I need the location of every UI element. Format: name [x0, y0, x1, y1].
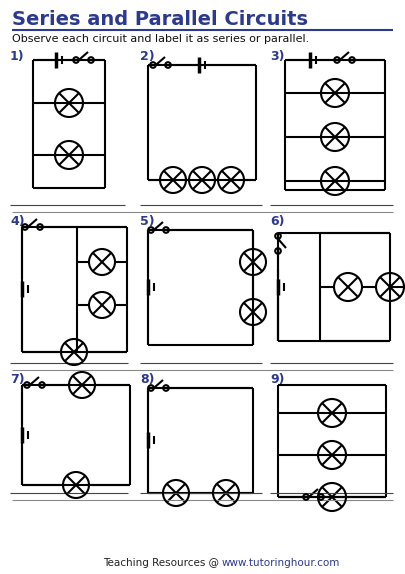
Text: Observe each circuit and label it as series or parallel.: Observe each circuit and label it as ser… — [12, 34, 309, 44]
Text: www.tutoringhour.com: www.tutoringhour.com — [222, 558, 340, 568]
Text: Series and Parallel Circuits: Series and Parallel Circuits — [12, 10, 308, 29]
Text: 2): 2) — [140, 50, 155, 63]
Text: 7): 7) — [10, 373, 25, 386]
Text: 3): 3) — [270, 50, 284, 63]
Text: 5): 5) — [140, 215, 155, 228]
Text: Teaching Resources @: Teaching Resources @ — [103, 558, 222, 568]
Text: 8): 8) — [140, 373, 154, 386]
Text: 1): 1) — [10, 50, 25, 63]
Text: 9): 9) — [270, 373, 284, 386]
Text: 4): 4) — [10, 215, 25, 228]
Text: 6): 6) — [270, 215, 284, 228]
